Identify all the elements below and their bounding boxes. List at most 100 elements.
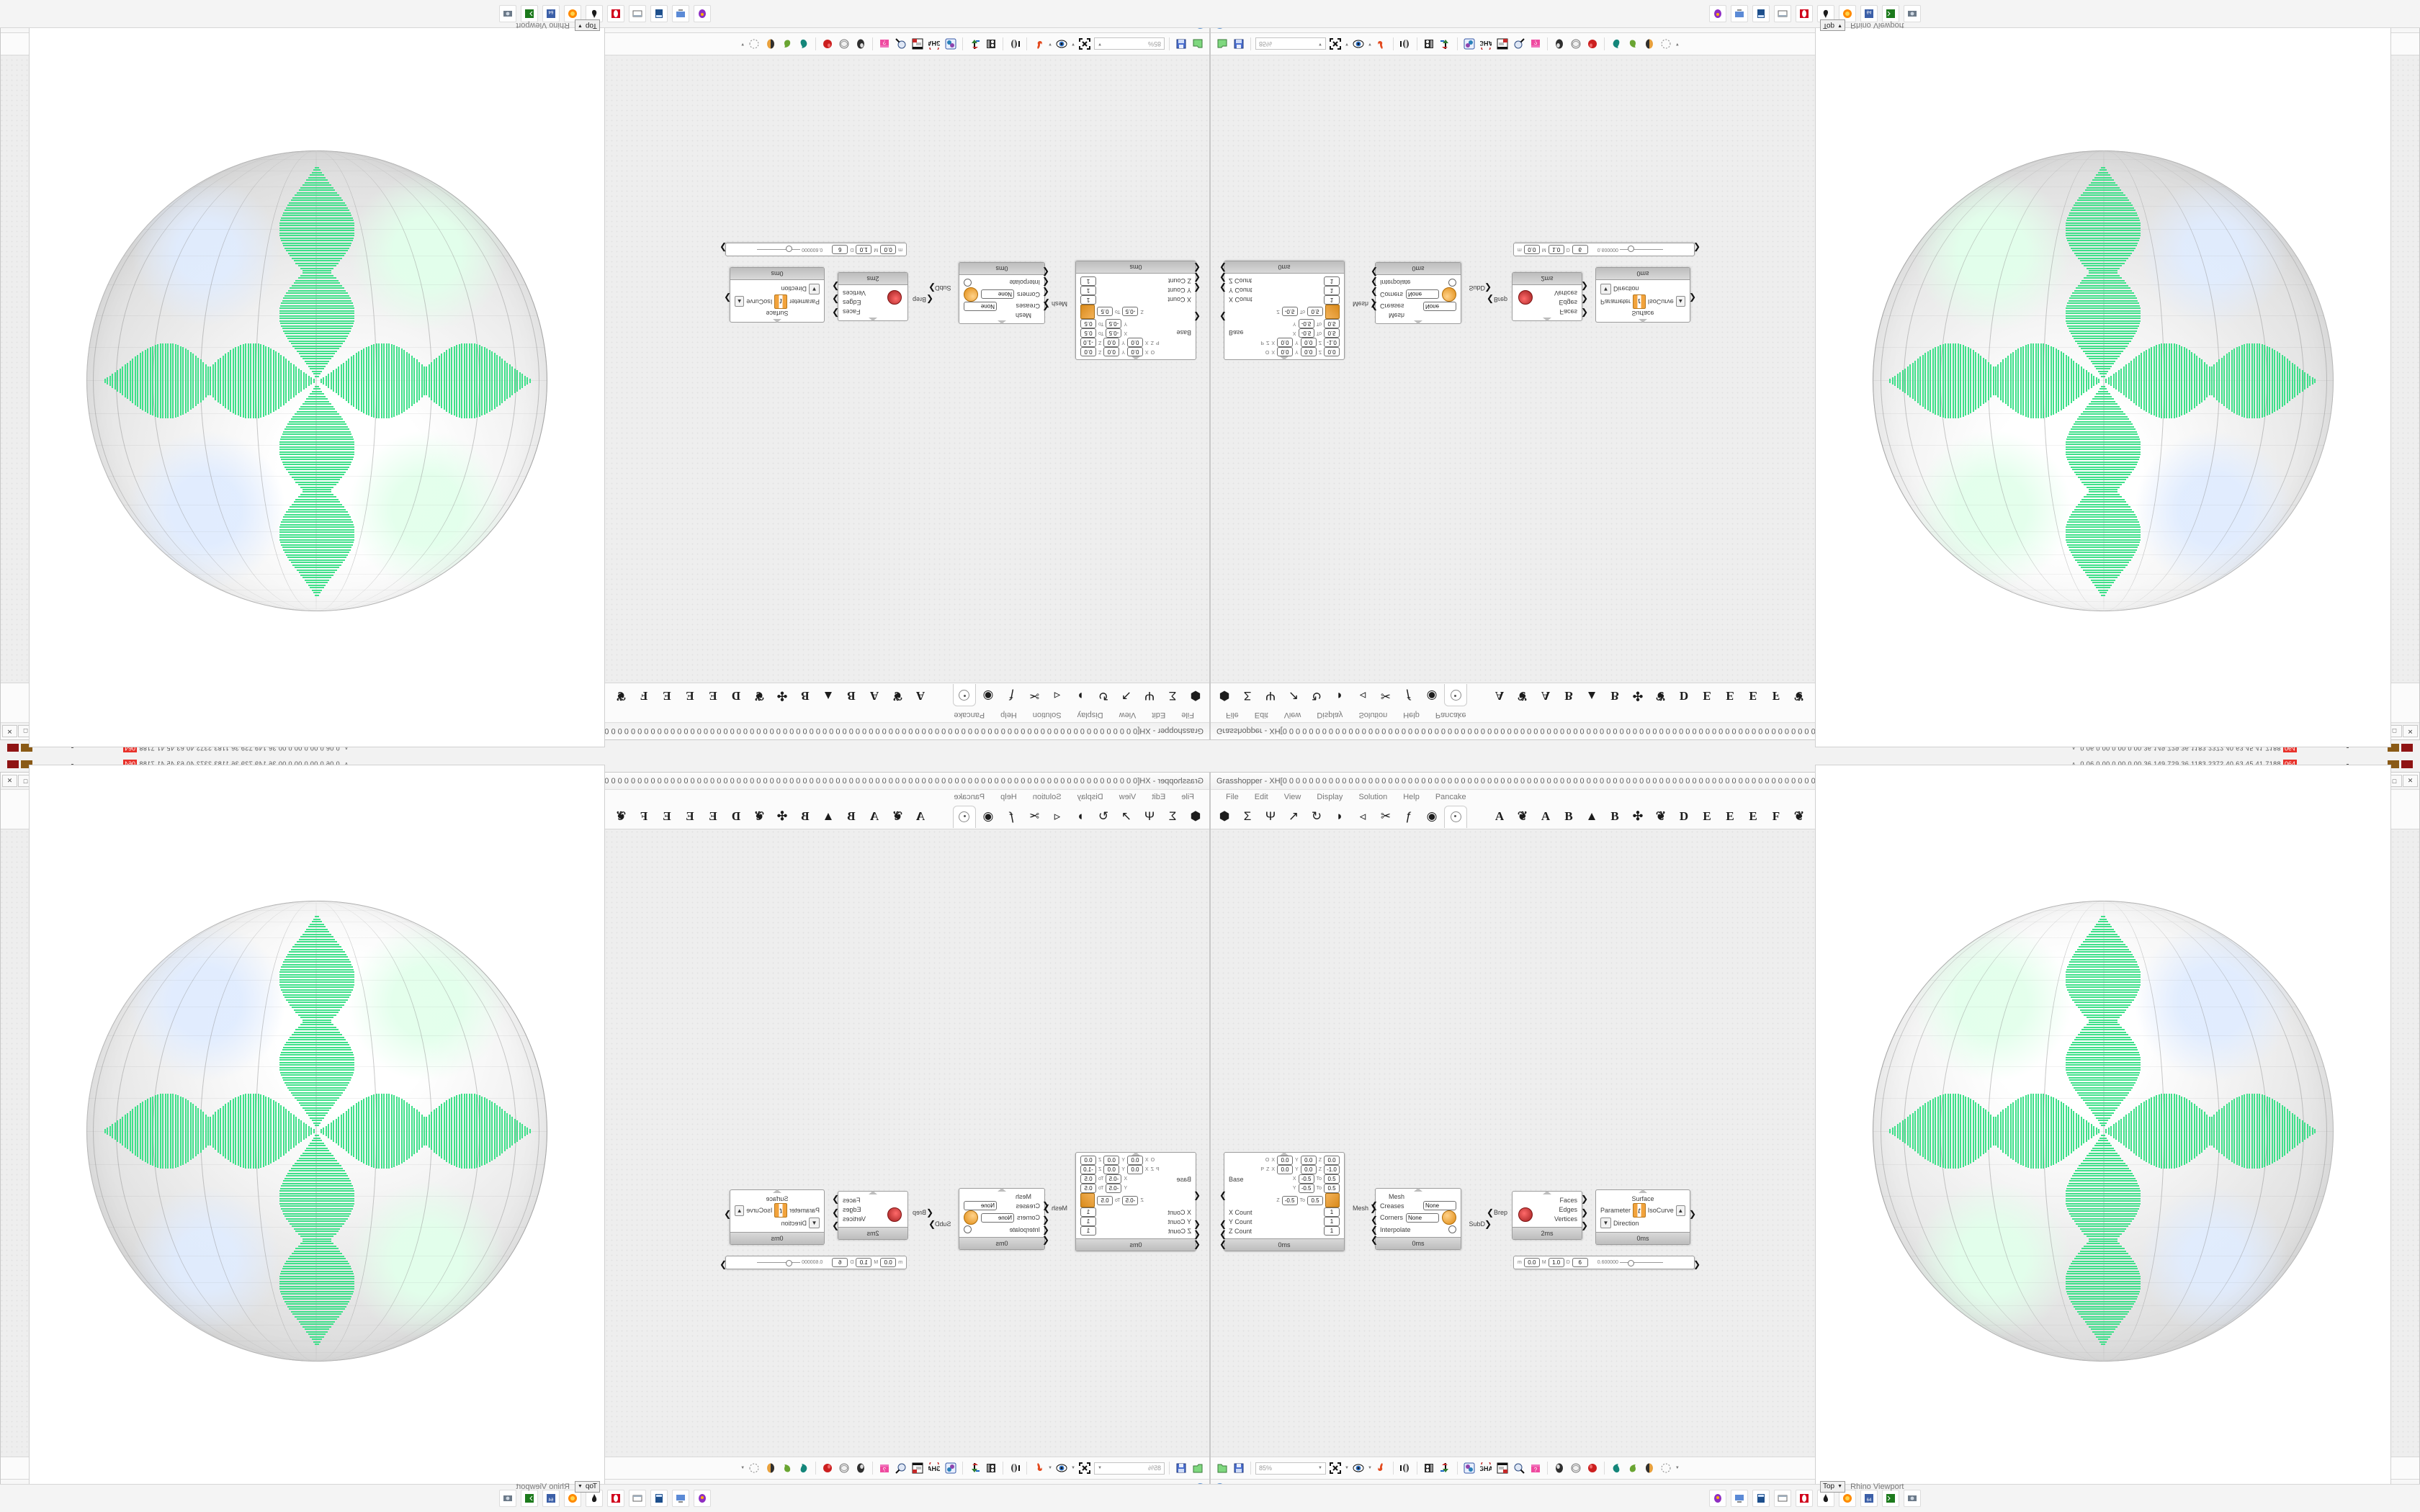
zoom-extents-icon[interactable] [1077, 1461, 1092, 1475]
menu-help[interactable]: Help [1403, 793, 1420, 801]
flame-preview-icon[interactable] [1031, 37, 1046, 51]
close-button[interactable]: ✕ [2403, 775, 2418, 787]
menu-solution[interactable]: Solution [1032, 711, 1062, 719]
box-zx[interactable]: 0.0 [1277, 1165, 1294, 1174]
gha-assembly-icon[interactable]: GHA [1479, 37, 1493, 51]
iso-up-button[interactable]: ▲ [1675, 1205, 1685, 1216]
selection-marquee-icon[interactable] [1659, 1461, 1673, 1475]
brep-input-port[interactable]: ❮ [926, 294, 933, 305]
taskbar-file-manager-icon[interactable] [1774, 1490, 1791, 1507]
box-oz[interactable]: 0.0 [1080, 347, 1096, 356]
subd-input-mesh-port[interactable]: ❮ [1041, 302, 1049, 312]
selection-marquee-icon[interactable] [747, 1461, 761, 1475]
tab-letter-ins1[interactable]: ❦ [615, 689, 627, 703]
taskbar-firefox-icon[interactable] [564, 5, 581, 22]
box-domx-from[interactable]: -0.5 [1298, 1174, 1314, 1184]
save-file-icon[interactable] [1174, 1461, 1188, 1475]
taskbar-file-manager-icon[interactable] [629, 5, 646, 22]
brep-vertices-port[interactable]: ❯ [832, 1220, 840, 1230]
grasshopper-toolbar[interactable]: 85% ▼ ▼ ▼ [1, 1457, 1209, 1479]
tab-letter-bird[interactable]: ❦ [1655, 809, 1667, 823]
menu-help[interactable]: Help [1403, 711, 1420, 719]
slider-output-port[interactable]: ❯ [720, 243, 727, 253]
box-zy[interactable]: 0.0 [1103, 1165, 1120, 1174]
tab-vector[interactable]: ↗ [1121, 809, 1132, 823]
render-preview-icon[interactable] [1585, 1461, 1600, 1475]
profiler-icon[interactable] [944, 1461, 958, 1475]
box-input-port[interactable]: ❮ [1193, 1190, 1201, 1200]
iso-down-button[interactable]: ▼ [1600, 1218, 1611, 1228]
slider-digits-value[interactable]: 6 [1572, 1258, 1588, 1267]
save-file-icon[interactable] [1232, 1461, 1246, 1475]
tab-vector[interactable]: ↗ [1121, 689, 1132, 703]
quadrant-bottom-right[interactable]: ʌ 0.06 0.00 0.00 0.00 36 149 729 36 1183… [1210, 756, 2420, 1512]
preview-eye-icon[interactable] [1054, 37, 1069, 51]
tab-surface[interactable]: ◗ [1076, 689, 1085, 703]
subd-input-creases-port[interactable]: ❮ [1371, 1215, 1379, 1225]
subd-input-mesh-port[interactable]: ❮ [1371, 1200, 1379, 1210]
zoom-extents-caret-icon[interactable]: ▼ [1345, 1466, 1349, 1470]
viewport-view-combo[interactable]: Top ▼ [574, 19, 600, 31]
component-isocurve[interactable]: Surface Parameter t IsoCurve ▲ ▼ Directi… [1595, 267, 1696, 323]
os-taskbar[interactable]: 64 [0, 1484, 1210, 1512]
box-ox[interactable]: 0.0 [1126, 1156, 1143, 1165]
taskbar-calculator-icon[interactable] [650, 1490, 668, 1507]
taskbar-save64-icon[interactable]: 64 [542, 5, 560, 22]
subd-input-mesh-port[interactable]: ❮ [1041, 1200, 1049, 1210]
menu-pancake[interactable]: Pancake [1435, 793, 1466, 801]
tab-letter-f[interactable]: F [1772, 689, 1780, 703]
preview-orange-icon[interactable] [763, 1461, 778, 1475]
os-taskbar[interactable]: 64 [1210, 0, 2420, 28]
box-xcount-value[interactable]: 1 [1324, 1207, 1340, 1217]
iso-output-port[interactable]: ❯ [724, 1209, 732, 1219]
help-package-icon[interactable]: ? [1528, 1461, 1543, 1475]
tab-letter-e2[interactable]: E [1726, 809, 1734, 823]
box-domz-from[interactable]: -0.5 [1281, 307, 1298, 317]
tab-letter-f[interactable]: F [1772, 809, 1780, 823]
preview-eye-icon[interactable] [1054, 1461, 1069, 1475]
component-number-slider[interactable]: m 0.0 M 1.0 D 6 0.600000 [1513, 1256, 1700, 1269]
tab-sets[interactable]: Ψ [1265, 689, 1276, 703]
close-button[interactable]: ✕ [2, 725, 17, 737]
open-file-icon[interactable] [1191, 37, 1205, 51]
box-input-port-xc[interactable]: ❮ [1219, 1219, 1227, 1229]
component-number-slider[interactable]: m 0.0 M 1.0 D 6 0.600000 [720, 243, 907, 256]
box-input-port[interactable]: ❮ [1219, 312, 1227, 322]
taskbar-ink-icon[interactable] [586, 1490, 603, 1507]
render-preview-icon[interactable] [1585, 37, 1600, 51]
tab-letter-b1[interactable]: B [1564, 689, 1573, 703]
tab-maths[interactable]: Σ [1168, 689, 1177, 703]
viewport-view-combo[interactable]: Top ▼ [1820, 19, 1846, 31]
tab-surface[interactable]: ◗ [1335, 809, 1344, 823]
box-ycount-value[interactable]: 1 [1324, 1217, 1340, 1226]
save-file-icon[interactable] [1232, 37, 1246, 51]
box-oy[interactable]: 0.0 [1103, 347, 1120, 356]
tab-letter-ins1[interactable]: ❦ [1793, 689, 1805, 703]
slider-output-port[interactable]: ❯ [720, 1259, 727, 1269]
taskbar-ink-icon[interactable] [1817, 5, 1834, 22]
menu-edit[interactable]: Edit [1254, 711, 1268, 719]
search-icon[interactable] [1512, 37, 1526, 51]
box-zy[interactable]: 0.0 [1300, 1165, 1317, 1174]
slider-track[interactable] [1619, 1260, 1663, 1266]
box-domz-from[interactable]: -0.5 [1122, 307, 1139, 317]
tab-letter-a1[interactable]: A [1494, 809, 1505, 823]
ribbon-tab-strip[interactable]: ⬢ Σ Ψ ↗ ↻ ◗ ◃ ✂ ƒ ◉ A ❦ A [518, 683, 1209, 708]
tab-maths[interactable]: Σ [1243, 809, 1252, 823]
box-domy-to[interactable]: 0.5 [1324, 1184, 1340, 1193]
slider-track[interactable] [757, 249, 801, 250]
tab-params-geometry[interactable]: ⬢ [1190, 689, 1201, 703]
box-domy-to[interactable]: 0.5 [1080, 1184, 1096, 1193]
subd-creases-value[interactable]: None [964, 1201, 997, 1210]
component-subd[interactable]: Mesh Creases None Corners None [1371, 262, 1492, 324]
preview-eye-caret-icon[interactable]: ▼ [1048, 42, 1053, 46]
box-ycount-value[interactable]: 1 [1324, 286, 1340, 295]
shaded-preview-icon[interactable] [1552, 1461, 1567, 1475]
tab-letter-ins1[interactable]: ❦ [615, 809, 627, 823]
taskbar-screenshot-icon[interactable] [1904, 5, 1921, 22]
taskbar-firefox-icon[interactable] [1839, 1490, 1856, 1507]
box-input-port-yc[interactable]: ❮ [1193, 273, 1201, 283]
component-box[interactable]: O X 0.0 Y 0.0 Z 0.0 P [1043, 261, 1201, 360]
ribbon-tab-strip[interactable]: ⬢ Σ Ψ ↗ ↻ ◗ ◃ ✂ ƒ ◉ A ❦ A [518, 804, 1209, 829]
box-zx[interactable]: 0.0 [1126, 1165, 1143, 1174]
